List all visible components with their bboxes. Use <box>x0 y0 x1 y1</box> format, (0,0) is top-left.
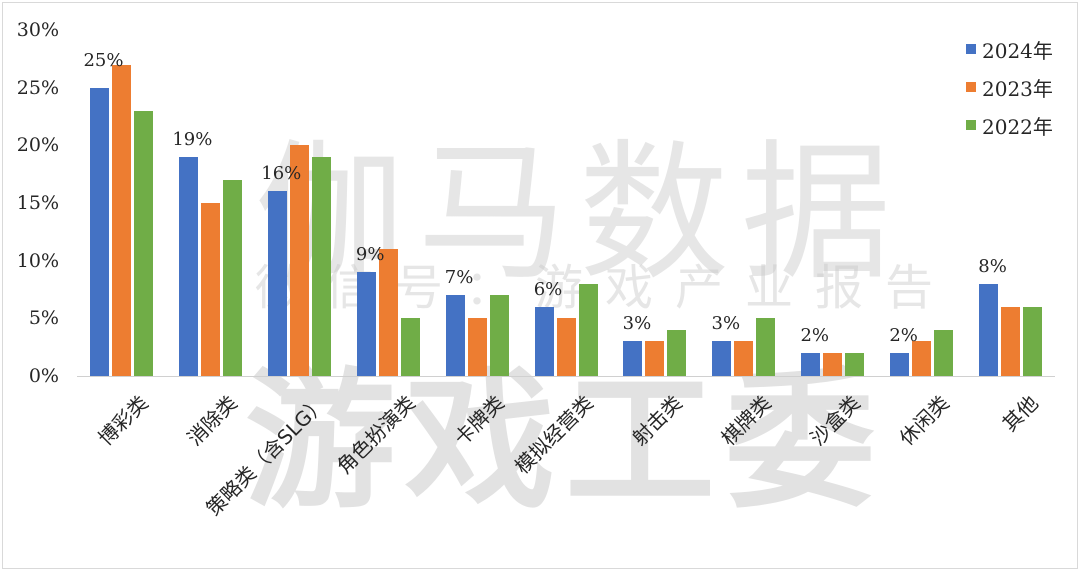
y-tick-label: 5% <box>28 307 59 330</box>
bar-2023年 <box>556 318 576 376</box>
y-tick-label: 0% <box>28 365 59 387</box>
data-label: 7% <box>444 267 474 289</box>
bar-2022年 <box>489 295 509 376</box>
data-label: 3% <box>622 313 652 335</box>
y-tick-label: 10% <box>16 249 59 272</box>
bar-2022年 <box>400 318 420 376</box>
legend-swatch-icon <box>966 82 976 92</box>
legend-item: 2022年 <box>966 106 1053 144</box>
bar-2024年 <box>534 306 554 376</box>
data-label: 6% <box>533 278 563 300</box>
legend-item: 2023年 <box>966 68 1053 106</box>
y-tick-label: 25% <box>16 76 59 99</box>
bar-2024年 <box>801 352 821 376</box>
data-label: 25% <box>83 49 124 71</box>
y-tick-label: 20% <box>16 134 59 157</box>
bar-2024年 <box>445 295 465 376</box>
bar-2023年 <box>1001 306 1021 376</box>
bar-2024年 <box>712 341 732 376</box>
bar-2023年 <box>734 341 754 376</box>
bar-2022年 <box>222 179 242 376</box>
bar-2022年 <box>934 329 954 376</box>
bar-2023年 <box>645 341 665 376</box>
data-label: 16% <box>261 163 302 185</box>
legend-swatch-icon <box>966 44 976 54</box>
legend-label: 2024年 <box>982 38 1053 63</box>
bar-2024年 <box>623 341 643 376</box>
bar-2022年 <box>1023 306 1043 376</box>
bar-2024年 <box>890 352 910 376</box>
legend-label: 2022年 <box>982 114 1053 139</box>
data-label: 3% <box>711 313 741 335</box>
x-axis-line <box>77 376 1055 377</box>
legend-label: 2023年 <box>982 76 1053 101</box>
bar-2024年 <box>89 87 109 376</box>
legend: 2024年 2023年 2022年 <box>966 30 1053 144</box>
bar-2024年 <box>178 156 198 376</box>
bar-2022年 <box>578 283 598 376</box>
bar-2024年 <box>979 283 999 376</box>
data-label: 19% <box>172 128 213 150</box>
data-label: 8% <box>978 255 1007 277</box>
bar-2022年 <box>311 156 331 376</box>
data-label: 2% <box>800 324 829 346</box>
bar-2022年 <box>756 318 776 376</box>
bar-2022年 <box>667 329 687 376</box>
bar-2024年 <box>267 191 287 376</box>
data-label: 2% <box>889 324 918 346</box>
bar-2022年 <box>845 352 865 376</box>
bar-2023年 <box>823 352 843 376</box>
bar-2023年 <box>289 145 309 376</box>
bar-2024年 <box>356 272 376 376</box>
y-tick-label: 30% <box>16 19 59 41</box>
bar-2023年 <box>378 249 398 376</box>
bar-2023年 <box>912 341 932 376</box>
legend-item: 2024年 <box>966 30 1053 68</box>
bar-2023年 <box>467 318 487 376</box>
legend-swatch-icon <box>966 120 976 130</box>
bar-2023年 <box>200 203 220 376</box>
data-label: 9% <box>355 244 385 266</box>
bar-2023年 <box>111 64 131 376</box>
y-tick-label: 15% <box>16 192 59 214</box>
bar-2022年 <box>133 110 153 376</box>
